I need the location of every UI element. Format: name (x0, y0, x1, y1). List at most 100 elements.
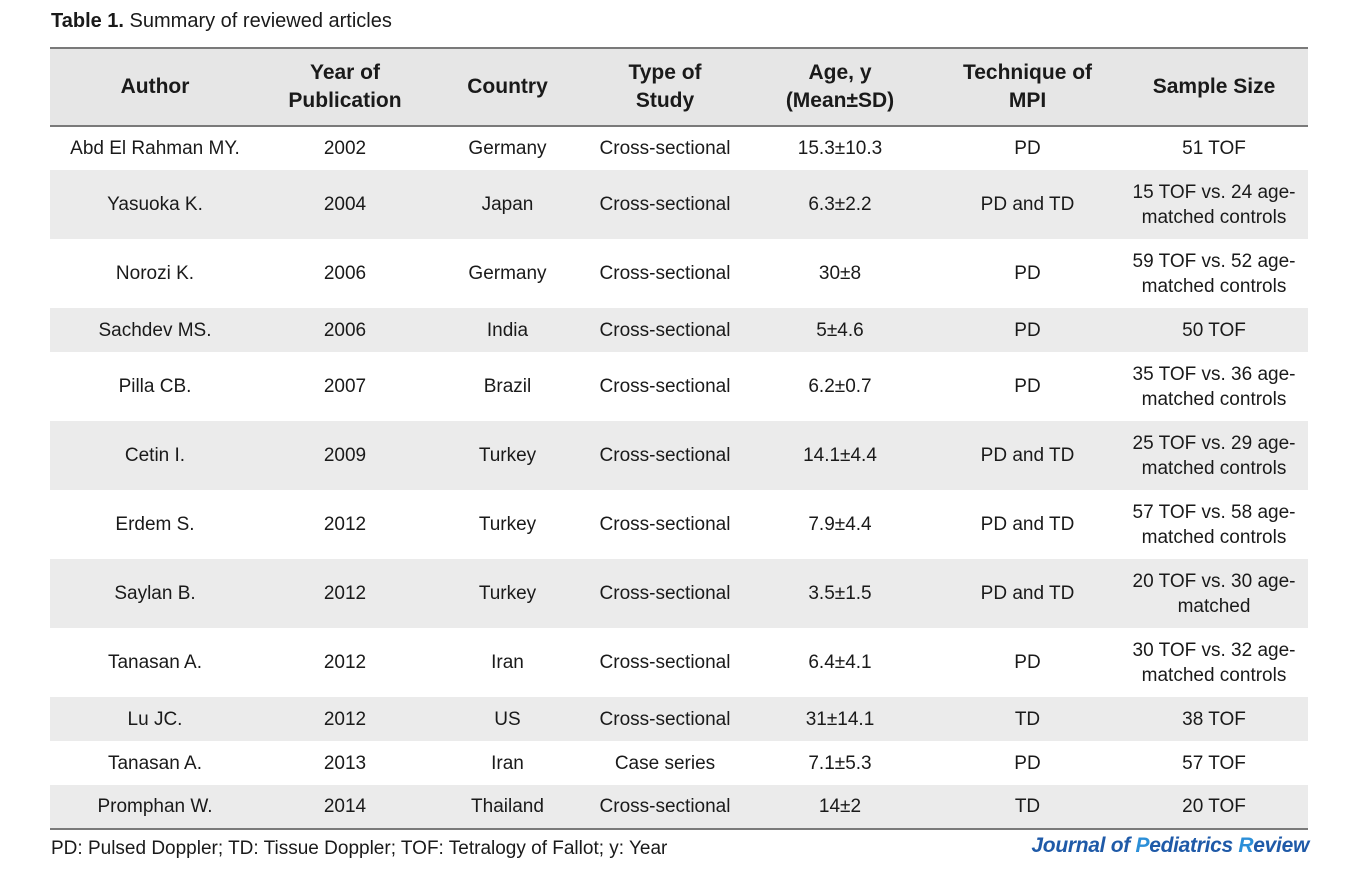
cell-age: 14±2 (818, 796, 862, 817)
table-row: Norozi K. 2006 Germany Cross-sectional 3… (50, 239, 1308, 308)
cell-year: 2006 (323, 263, 367, 284)
table-body: Abd El Rahman MY. 2002 Germany Cross-sec… (50, 126, 1308, 829)
header-year: Year of Publication (288, 61, 402, 112)
cell-study-type: Cross-sectional (599, 708, 731, 730)
table-row: Promphan W. 2014 Thailand Cross-sectiona… (50, 785, 1308, 829)
header-sample-size: Sample Size (1152, 75, 1276, 98)
cell-year: 2006 (323, 319, 367, 341)
header-row: Author Year of Publication Country Type o… (50, 48, 1308, 126)
cell-country: US (494, 708, 521, 730)
cell-year: 2012 (323, 583, 367, 604)
cell-author: Yasuoka K. (107, 194, 203, 215)
table-header: Author Year of Publication Country Type o… (50, 48, 1308, 126)
cell-author: Abd El Rahman MY. (70, 138, 240, 159)
cell-country: India (486, 319, 529, 341)
table-caption-text: Summary of reviewed articles (124, 10, 392, 32)
cell-age: 3.5±1.5 (808, 583, 872, 604)
cell-author: Erdem S. (115, 514, 195, 535)
cell-study-type: Cross-sectional (599, 376, 731, 397)
cell-technique: PD and TD (980, 514, 1075, 535)
cell-country: Thailand (471, 796, 544, 817)
cell-country: Germany (468, 263, 547, 284)
cell-year: 2007 (323, 376, 367, 397)
cell-year: 2004 (323, 194, 367, 215)
cell-author: Tanasan A. (107, 752, 203, 774)
table-row: Saylan B. 2012 Turkey Cross-sectional 3.… (50, 559, 1308, 628)
cell-sample-size: 57 TOF vs. 58 age-matched controls (1132, 501, 1296, 548)
cell-sample-size: 51 TOF (1182, 138, 1246, 159)
cell-country: Turkey (478, 583, 537, 604)
table-caption-label: Table 1. (51, 10, 124, 32)
header-country: Country (467, 75, 548, 98)
cell-year: 2012 (323, 514, 367, 535)
cell-study-type: Cross-sectional (599, 138, 731, 159)
cell-author: Lu JC. (127, 708, 183, 730)
table-footnote: PD: Pulsed Doppler; TD: Tissue Doppler; … (51, 838, 668, 859)
cell-country: Iran (491, 652, 524, 673)
cell-sample-size: 35 TOF vs. 36 age-matched controls (1132, 363, 1296, 410)
table-row: Sachdev MS. 2006 India Cross-sectional 5… (50, 308, 1308, 352)
cell-country: Turkey (478, 514, 537, 535)
cell-age: 5±4.6 (816, 319, 864, 341)
cell-sample-size: 30 TOF vs. 32 age-matched controls (1132, 639, 1296, 686)
cell-age: 14.1±4.4 (803, 445, 877, 466)
cell-technique: PD (1014, 319, 1041, 341)
cell-year: 2012 (323, 708, 367, 730)
cell-sample-size: 20 TOF (1182, 796, 1246, 817)
cell-age: 7.9±4.4 (808, 514, 872, 535)
cell-technique: PD and TD (980, 445, 1075, 466)
cell-age: 30±8 (818, 263, 862, 284)
header-study-type: Type of Study (628, 61, 702, 112)
table-row: Tanasan A. 2013 Iran Case series 7.1±5.3… (50, 741, 1308, 785)
cell-study-type: Cross-sectional (599, 445, 731, 466)
cell-study-type: Cross-sectional (599, 652, 731, 673)
cell-age: 15.3±10.3 (797, 138, 883, 159)
cell-country: Germany (468, 138, 547, 159)
cell-author: Saylan B. (114, 583, 196, 604)
cell-technique: PD (1014, 138, 1041, 159)
table-row: Pilla CB. 2007 Brazil Cross-sectional 6.… (50, 352, 1308, 421)
cell-country: Turkey (478, 445, 537, 466)
cell-technique: TD (1014, 796, 1041, 817)
cell-technique: TD (1014, 708, 1041, 730)
header-technique: Technique of MPI (962, 61, 1093, 112)
cell-sample-size: 59 TOF vs. 52 age-matched controls (1132, 250, 1296, 297)
cell-author: Promphan W. (97, 796, 213, 817)
cell-study-type: Cross-sectional (599, 583, 731, 604)
cell-technique: PD and TD (980, 194, 1075, 215)
cell-sample-size: 25 TOF vs. 29 age-matched controls (1132, 432, 1296, 479)
cell-age: 6.4±4.1 (808, 652, 872, 673)
cell-age: 6.3±2.2 (808, 194, 872, 215)
cell-author: Norozi K. (115, 263, 195, 284)
header-author: Author (120, 75, 190, 98)
cell-author: Sachdev MS. (98, 319, 212, 341)
cell-author: Pilla CB. (118, 376, 192, 397)
cell-study-type: Case series (614, 752, 716, 774)
table-row: Lu JC. 2012 US Cross-sectional 31±14.1 T… (50, 697, 1308, 741)
cell-age: 7.1±5.3 (808, 752, 872, 774)
table-row: Cetin I. 2009 Turkey Cross-sectional 14.… (50, 421, 1308, 490)
cell-author: Tanasan A. (107, 652, 203, 673)
journal-logo: Journal of Pediatrics Review (1031, 834, 1309, 857)
cell-study-type: Cross-sectional (599, 194, 731, 215)
cell-sample-size: 57 TOF (1182, 752, 1246, 774)
cell-country: Japan (481, 194, 534, 215)
cell-year: 2013 (323, 752, 367, 774)
cell-study-type: Cross-sectional (599, 796, 731, 817)
header-age: Age, y (Mean±SD) (785, 61, 895, 112)
cell-study-type: Cross-sectional (599, 514, 731, 535)
cell-year: 2009 (323, 445, 367, 466)
table-row: Tanasan A. 2012 Iran Cross-sectional 6.4… (50, 628, 1308, 697)
cell-author: Cetin I. (124, 445, 186, 466)
cell-country: Iran (491, 752, 524, 774)
table-caption: Table 1. Summary of reviewed articles (51, 8, 392, 34)
cell-technique: PD (1014, 652, 1041, 673)
cell-technique: PD (1014, 752, 1041, 774)
cell-technique: PD and TD (980, 583, 1075, 604)
cell-age: 31±14.1 (805, 708, 875, 730)
cell-country: Brazil (483, 376, 532, 397)
table-row: Abd El Rahman MY. 2002 Germany Cross-sec… (50, 126, 1308, 170)
cell-sample-size: 20 TOF vs. 30 age-matched (1132, 570, 1296, 617)
cell-year: 2012 (323, 652, 367, 673)
cell-year: 2002 (323, 138, 367, 159)
